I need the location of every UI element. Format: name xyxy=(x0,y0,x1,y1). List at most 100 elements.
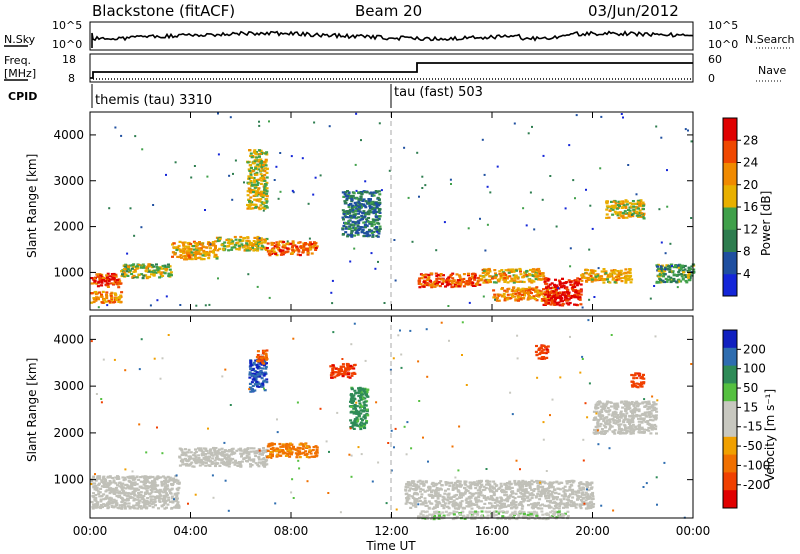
colorbar-tick-label: 50 xyxy=(743,381,758,395)
velocity-region-11 xyxy=(630,372,646,389)
colorbar-swatch xyxy=(723,140,737,163)
date-title: 03/Jun/2012 xyxy=(588,2,679,20)
colorbar-swatch xyxy=(723,383,737,402)
ytick-label: 3000 xyxy=(53,379,84,393)
ytick-label: 4000 xyxy=(53,332,84,346)
velocity-region-5 xyxy=(329,362,357,379)
colorbar-tick-label: 12 xyxy=(743,222,758,236)
velocity-region-0 xyxy=(90,475,181,510)
colorbar-tick-label: 16 xyxy=(743,200,758,214)
nsearch-tick-bottom: 10^0 xyxy=(708,38,738,51)
time-axis: 00:00 04:00 08:00 12:00 16:00 20:00 00:00 xyxy=(73,112,711,538)
colorbar-swatch xyxy=(723,207,737,230)
nsky-tick-bottom: 10^0 xyxy=(52,38,82,51)
colorbar-tick-label: 100 xyxy=(743,362,766,376)
power-colorbar-label: Power [dB] xyxy=(759,191,773,256)
colorbar-tick-label: -200 xyxy=(743,478,770,492)
power-speckle xyxy=(97,112,693,309)
velocity-region-8 xyxy=(417,510,570,521)
power-region-12 xyxy=(580,268,634,284)
colorbar-swatch xyxy=(723,436,737,456)
power-region-2 xyxy=(120,263,173,280)
ytick-label: 2000 xyxy=(53,220,84,234)
colorbar-swatch xyxy=(723,419,737,438)
nsearch-label: N.Search xyxy=(745,33,795,46)
xtick-label: 12:00 xyxy=(374,524,409,538)
velocity-heatmap xyxy=(90,319,693,521)
colorbar-tick-label: 28 xyxy=(743,133,758,147)
power-region-14 xyxy=(655,263,696,284)
power-region-9 xyxy=(479,267,546,284)
colorbar-swatch xyxy=(723,347,737,367)
xtick-label: 16:00 xyxy=(475,524,510,538)
freq-tick-top: 18 xyxy=(62,53,76,66)
freq-label: Freq. xyxy=(4,54,31,67)
xtick-label: 20:00 xyxy=(575,524,610,538)
colorbar-frame xyxy=(722,329,738,509)
power-heatmap xyxy=(90,112,696,309)
colorbar-swatch xyxy=(723,229,737,252)
colorbar-swatch xyxy=(723,330,737,349)
freq-unit: [MHz] xyxy=(4,67,36,80)
colorbar-tick-label: -100 xyxy=(743,458,770,472)
ytick-label: 1000 xyxy=(53,265,84,279)
nave-tick-bottom: 0 xyxy=(708,72,715,85)
colorbar-swatch xyxy=(723,251,737,275)
velocity-region-7 xyxy=(404,479,596,510)
xtick-label: 00:00 xyxy=(676,524,711,538)
velocity-region-1 xyxy=(178,446,269,468)
cpid-label: CPID xyxy=(8,90,37,103)
nsearch-tick-top: 10^5 xyxy=(708,19,738,32)
ytick-label: 2000 xyxy=(53,426,84,440)
velocity-region-10 xyxy=(534,344,550,360)
nave-label: Nave xyxy=(758,64,786,77)
power-region-0 xyxy=(90,272,123,289)
cpid-mode-0: themis (tau) 3310 xyxy=(95,93,212,108)
colorbar-swatch xyxy=(723,401,737,420)
power-region-11 xyxy=(542,277,583,307)
nsky-tick-top: 10^5 xyxy=(52,19,82,32)
ytick-label: 3000 xyxy=(53,174,84,188)
ytick-label: 4000 xyxy=(53,128,84,142)
colorbar-tick-label: 20 xyxy=(743,178,758,192)
power-region-8 xyxy=(417,272,482,289)
velocity-colorbar-label: Velocity [m s⁻¹] xyxy=(763,389,777,482)
colorbar-tick-label: 15 xyxy=(743,400,758,414)
velocity-region-6 xyxy=(348,386,370,431)
xaxis-label: Time UT xyxy=(365,539,416,553)
colorbar-swatch xyxy=(723,365,737,384)
velocity-region-9 xyxy=(592,400,659,435)
freq-panel-frame xyxy=(89,53,694,83)
velocity-ylabel: Slant Range [km] xyxy=(25,358,39,462)
station-title: Blackstone (fitACF) xyxy=(92,2,235,20)
nsky-panel-frame xyxy=(89,21,694,51)
colorbar-tick-label: -50 xyxy=(743,439,763,453)
colorbar-tick-label: 8 xyxy=(743,245,751,259)
colorbar-swatch xyxy=(723,273,737,297)
power-region-3 xyxy=(171,240,219,261)
power-yaxis: 1000 2000 3000 4000 xyxy=(53,128,693,279)
colorbar-tick-label: 24 xyxy=(743,156,758,170)
colorbar-swatch xyxy=(723,184,737,208)
xtick-label: 00:00 xyxy=(73,524,108,538)
power-region-4 xyxy=(215,235,269,252)
colorbar-swatch xyxy=(723,118,737,141)
power-ylabel: Slant Range [km] xyxy=(25,154,39,258)
power-region-13 xyxy=(605,199,646,220)
colorbar-tick-label: -15 xyxy=(743,420,763,434)
power-region-5 xyxy=(265,240,319,257)
nave-tick-top: 60 xyxy=(708,53,722,66)
colorbar-tick-label: 4 xyxy=(743,267,751,281)
nsky-trace xyxy=(91,30,694,48)
power-colorbar: 4 8 12 16 20 24 28 xyxy=(722,117,758,297)
velocity-colorbar: 200 100 50 15 -15 -50 -100 -200 xyxy=(722,329,770,509)
colorbar-swatch xyxy=(723,472,737,491)
power-region-7 xyxy=(341,190,382,238)
freq-tick-bottom: 8 xyxy=(68,72,75,85)
freq-trace xyxy=(90,62,693,79)
xtick-label: 04:00 xyxy=(173,524,208,538)
colorbar-swatch xyxy=(723,162,737,186)
power-region-1 xyxy=(90,290,124,304)
velocity-yaxis: 1000 2000 3000 4000 xyxy=(53,332,693,487)
